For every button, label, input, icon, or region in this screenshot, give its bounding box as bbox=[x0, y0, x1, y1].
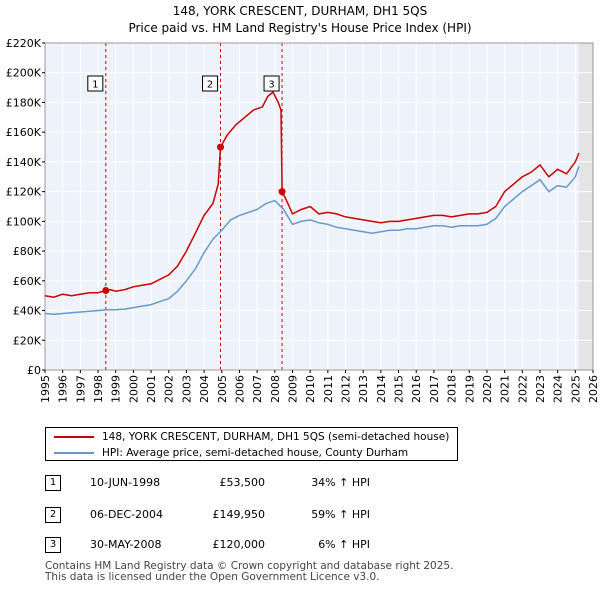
sale-marker-label: 2 bbox=[207, 80, 213, 91]
chart-title: 148, YORK CRESCENT, DURHAM, DH1 5QS bbox=[173, 4, 427, 18]
sale-point bbox=[217, 143, 225, 151]
sale-hpi-change: 59% ↑ HPI bbox=[311, 508, 370, 521]
x-tick-label: 2019 bbox=[463, 375, 476, 403]
sale-marker-box bbox=[202, 75, 219, 92]
legend-swatch-hpi bbox=[54, 452, 94, 454]
sale-date: 30-MAY-2008 bbox=[90, 538, 162, 551]
legend-swatch-property bbox=[54, 436, 94, 438]
sale-hpi-change: 6% ↑ HPI bbox=[318, 538, 370, 551]
x-tick-label: 2014 bbox=[375, 375, 388, 403]
x-tick-label: 2004 bbox=[198, 375, 211, 403]
x-tick-label: 2008 bbox=[269, 375, 282, 403]
legend-item-property: 148, YORK CRESCENT, DURHAM, DH1 5QS (sem… bbox=[54, 430, 449, 444]
y-tick-label: £140K bbox=[6, 156, 42, 169]
x-tick-label: 2013 bbox=[357, 375, 370, 403]
y-tick-label: £40K bbox=[13, 305, 42, 318]
chart-subtitle: Price paid vs. HM Land Registry's House … bbox=[128, 21, 471, 35]
x-tick-label: 2021 bbox=[499, 375, 512, 403]
sale-date: 06-DEC-2004 bbox=[90, 508, 164, 521]
y-tick-label: £200K bbox=[6, 67, 42, 80]
x-tick-label: 2001 bbox=[145, 375, 158, 403]
sale-marker-box bbox=[87, 75, 104, 92]
legend: 148, YORK CRESCENT, DURHAM, DH1 5QS (sem… bbox=[45, 427, 458, 461]
x-tick-label: 2006 bbox=[233, 375, 246, 403]
x-tick-label: 1995 bbox=[39, 375, 52, 403]
footer-copyright: Contains HM Land Registry data © Crown c… bbox=[45, 560, 454, 572]
x-tick-label: 2023 bbox=[534, 375, 547, 403]
plot-background bbox=[45, 43, 593, 370]
legend-label-hpi: HPI: Average price, semi-detached house,… bbox=[102, 447, 409, 459]
x-tick-label: 2003 bbox=[180, 375, 193, 403]
y-tick-label: £100K bbox=[6, 215, 42, 228]
x-tick-label: 2010 bbox=[304, 375, 317, 403]
sale-marker-label: 3 bbox=[268, 80, 274, 91]
y-tick-label: £160K bbox=[6, 126, 42, 139]
x-tick-label: 2011 bbox=[322, 375, 335, 403]
legend-label-property: 148, YORK CRESCENT, DURHAM, DH1 5QS (sem… bbox=[102, 431, 450, 443]
sale-marker-label: 1 bbox=[92, 80, 98, 91]
price-chart: 148, YORK CRESCENT, DURHAM, DH1 5QS Pric… bbox=[6, 4, 600, 403]
sale-row: 1 10-JUN-1998 £53,500 34% ↑ HPI bbox=[45, 473, 445, 493]
y-tick-label: £220K bbox=[6, 37, 42, 50]
y-tick-label: £0 bbox=[27, 364, 41, 377]
y-tick-label: £120K bbox=[6, 186, 42, 199]
hpi-line bbox=[44, 166, 580, 316]
x-tick-label: 2009 bbox=[286, 375, 299, 403]
sale-number: 1 bbox=[45, 475, 61, 491]
footer-licence: This data is licensed under the Open Gov… bbox=[45, 571, 380, 583]
x-tick-label: 2012 bbox=[340, 375, 353, 403]
y-tick-label: £80K bbox=[13, 245, 42, 258]
sale-point bbox=[278, 188, 286, 196]
x-tick-label: 2026 bbox=[587, 375, 600, 403]
x-tick-label: 2016 bbox=[410, 375, 423, 403]
x-tick-label: 2018 bbox=[446, 375, 459, 403]
sale-price: £53,500 bbox=[219, 476, 266, 489]
y-tick-label: £180K bbox=[6, 96, 42, 109]
plot-frame bbox=[44, 42, 594, 371]
sale-marker-box bbox=[263, 75, 280, 92]
plot-area: 1 2 3 £0 £20K £40K £60K £80K £100K £120K £140K £160… bbox=[6, 37, 600, 403]
x-tick-label: 2022 bbox=[516, 375, 529, 403]
x-tick-label: 2000 bbox=[127, 375, 140, 403]
footer: Contains HM Land Registry data © Crown c… bbox=[45, 561, 453, 583]
x-tick-label: 1999 bbox=[110, 375, 123, 403]
sale-point bbox=[102, 286, 110, 294]
x-tick-label: 2005 bbox=[216, 375, 229, 403]
x-tick-label: 1998 bbox=[92, 375, 105, 403]
x-tick-label: 1996 bbox=[57, 375, 70, 403]
x-tick-label: 2025 bbox=[569, 375, 582, 403]
sale-number: 3 bbox=[45, 537, 61, 553]
x-tick-label: 2015 bbox=[393, 375, 406, 403]
sale-row: 3 30-MAY-2008 £120,000 6% ↑ HPI bbox=[45, 535, 445, 555]
y-tick-label: £20K bbox=[13, 334, 42, 347]
x-tick-label: 2017 bbox=[428, 375, 441, 403]
sale-date: 10-JUN-1998 bbox=[90, 476, 161, 489]
sale-number: 2 bbox=[45, 507, 61, 523]
legend-item-hpi: HPI: Average price, semi-detached house,… bbox=[54, 446, 408, 460]
sale-hpi-change: 34% ↑ HPI bbox=[311, 476, 370, 489]
sale-price: £149,950 bbox=[212, 508, 266, 521]
x-tick-label: 2020 bbox=[481, 375, 494, 403]
property-price-line bbox=[44, 90, 580, 298]
x-tick-label: 1997 bbox=[74, 375, 87, 403]
sale-row: 2 06-DEC-2004 £149,950 59% ↑ HPI bbox=[45, 505, 445, 525]
sale-price: £120,000 bbox=[212, 538, 266, 551]
x-tick-label: 2002 bbox=[163, 375, 176, 403]
x-tick-label: 2024 bbox=[552, 375, 565, 403]
x-tick-label: 2007 bbox=[251, 375, 264, 403]
forecast-region bbox=[578, 43, 593, 370]
y-tick-label: £60K bbox=[13, 275, 42, 288]
